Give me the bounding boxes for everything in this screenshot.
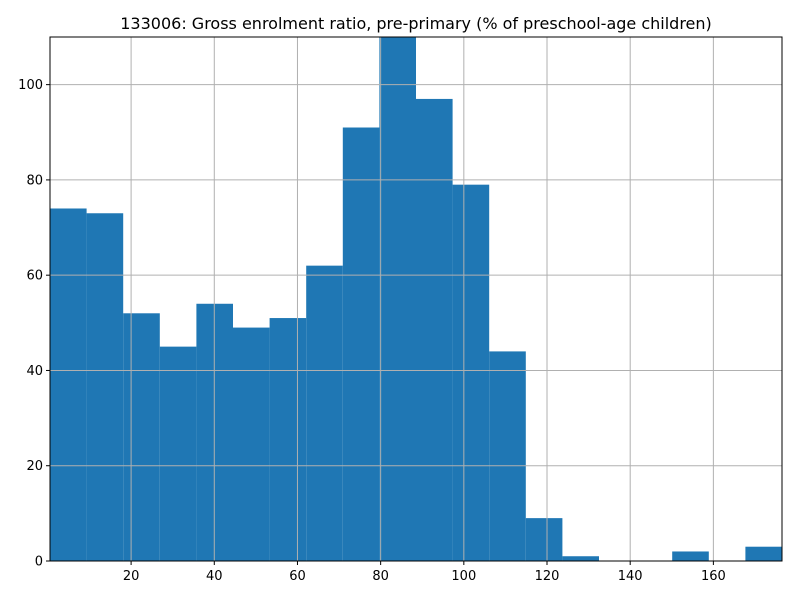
- histogram-bar-1: [86, 213, 124, 561]
- x-tick-label: 100: [451, 569, 476, 584]
- histogram-bar-3: [159, 346, 197, 561]
- histogram-bar-11: [452, 184, 490, 561]
- histogram-bar-13: [525, 518, 563, 561]
- chart-title: 133006: Gross enrolment ratio, pre-prima…: [120, 14, 712, 33]
- histogram-bar-2: [123, 313, 160, 561]
- x-tick-label: 120: [535, 569, 560, 584]
- histogram-bar-0: [50, 208, 87, 561]
- y-axis-ticks: 0 20 40 60 80 100: [18, 78, 50, 570]
- histogram-bar-19: [745, 546, 782, 561]
- y-tick-label: 20: [26, 459, 43, 474]
- x-tick-label: 140: [618, 569, 643, 584]
- x-tick-label: 60: [289, 569, 306, 584]
- y-tick-label: 40: [26, 364, 43, 379]
- x-tick-label: 160: [701, 569, 726, 584]
- histogram-bar-7: [306, 265, 343, 561]
- y-tick-label: 0: [35, 555, 43, 570]
- plot-area-frame: [49, 36, 783, 562]
- histogram-bar-10: [416, 98, 453, 561]
- x-axis-ticks: 20 40 60 80 100 120 140 160: [123, 561, 726, 584]
- histogram-bars: [50, 37, 782, 561]
- x-tick-label: 80: [372, 569, 389, 584]
- y-tick-label: 80: [26, 173, 43, 188]
- histogram-bar-9: [379, 37, 416, 561]
- histogram-bar-5: [233, 327, 270, 561]
- histogram-bar-12: [489, 351, 526, 561]
- x-tick-label: 20: [123, 569, 140, 584]
- y-tick-label: 60: [26, 269, 43, 284]
- x-tick-label: 40: [206, 569, 223, 584]
- histogram-bar-17: [672, 551, 709, 561]
- histogram-bar-8: [342, 127, 380, 561]
- y-tick-label: 100: [18, 78, 43, 93]
- histogram-bar-6: [269, 318, 307, 561]
- histogram-bar-14: [562, 556, 599, 561]
